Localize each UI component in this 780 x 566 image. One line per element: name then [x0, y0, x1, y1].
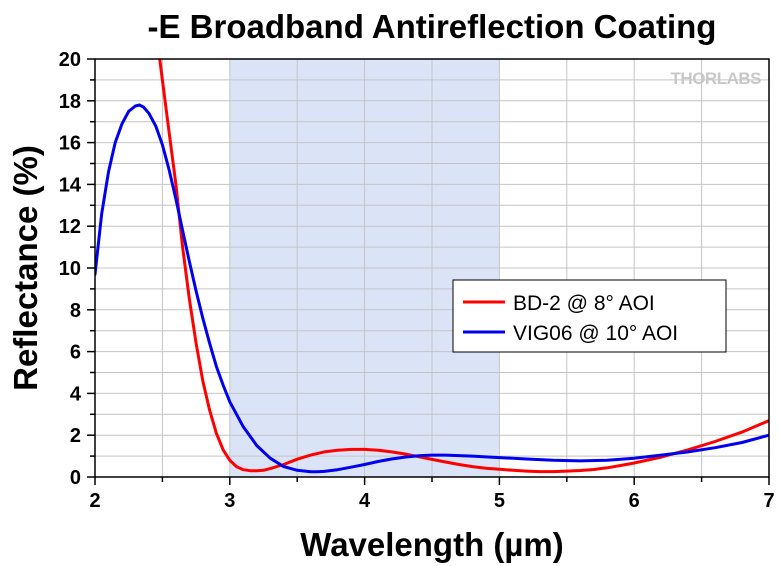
x-tick-label: 5: [494, 490, 505, 512]
y-tick-label: 0: [70, 467, 81, 489]
x-tick-label: 3: [224, 490, 235, 512]
y-tick-label: 16: [59, 133, 81, 155]
y-tick-label: 10: [59, 258, 81, 280]
legend-label: BD-2 @ 8° AOI: [513, 292, 655, 315]
x-tick-label: 4: [359, 490, 371, 512]
y-tick-label: 20: [59, 49, 81, 71]
chart-title: -E Broadband Antireflection Coating: [148, 8, 717, 45]
y-tick-label: 6: [70, 342, 81, 364]
x-axis-title: Wavelength (µm): [300, 526, 563, 563]
x-tick-label: 7: [763, 490, 774, 512]
legend: BD-2 @ 8° AOI VIG06 @ 10° AOI: [452, 279, 727, 353]
y-tick-label: 18: [59, 91, 81, 113]
y-axis-title: Reflectance (%): [7, 145, 44, 391]
y-tick-label: 14: [59, 174, 82, 196]
thorlabs-logo: THORLABS: [671, 69, 762, 88]
series-line-1: [158, 59, 769, 474]
legend-box: [452, 279, 727, 353]
x-tick-label: 2: [89, 490, 100, 512]
y-tick-label: 2: [70, 425, 81, 447]
y-tick-label: 4: [70, 383, 82, 405]
series-line-2: [95, 103, 769, 474]
legend-label: VIG06 @ 10° AOI: [513, 322, 678, 345]
y-tick-label: 8: [70, 300, 81, 322]
y-tick-label: 12: [59, 216, 81, 238]
x-tick-label: 6: [629, 490, 640, 512]
